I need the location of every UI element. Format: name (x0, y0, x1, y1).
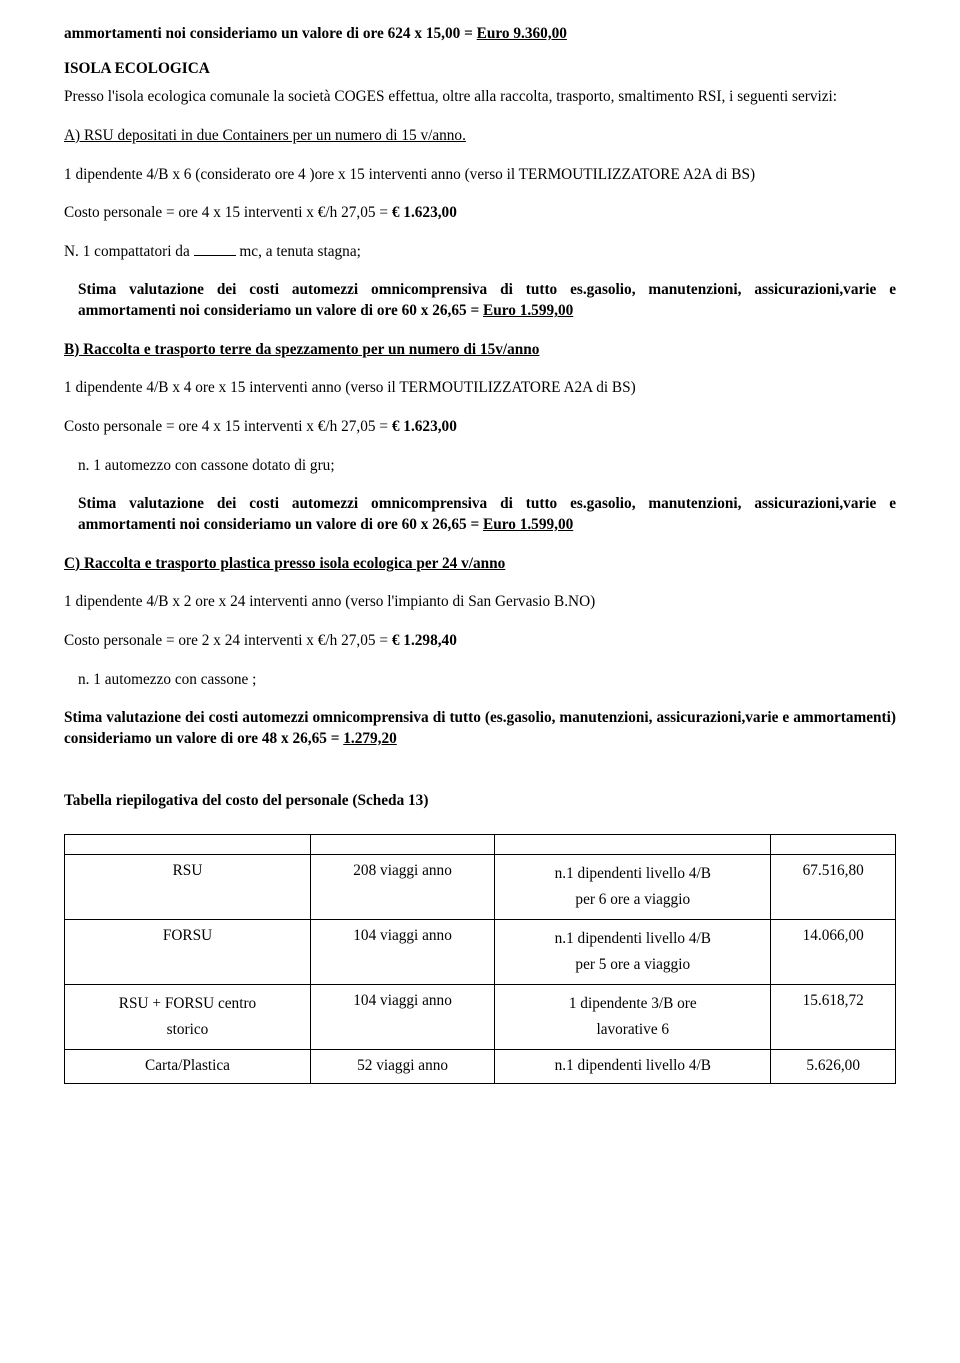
cell-r2-c1: n.1 dipendenti livello 4/B (555, 930, 711, 947)
cell-r1-b: 208 viaggi anno (311, 855, 495, 920)
blank-field (194, 242, 236, 256)
cell-r4-a: Carta/Plastica (65, 1050, 311, 1084)
table-row: FORSU 104 viaggi anno n.1 dipendenti liv… (65, 920, 896, 985)
b-cost-val: € 1.623,00 (392, 418, 457, 435)
a-comp-pre: N. 1 compattatori da (64, 243, 194, 260)
cell-r3-a1: RSU + FORSU centro (119, 995, 256, 1012)
stima1-amt: Euro 1.599,00 (483, 302, 573, 319)
c-cost-pre: Costo personale = ore 2 x 24 interventi … (64, 632, 392, 649)
table-title: Tabella riepilogativa del costo del pers… (64, 791, 896, 812)
cell-r3-b: 104 viaggi anno (311, 985, 495, 1050)
c-cost: Costo personale = ore 2 x 24 interventi … (64, 631, 896, 652)
a-compattatori: N. 1 compattatori da mc, a tenuta stagna… (64, 242, 896, 263)
cell-r1-a: RSU (65, 855, 311, 920)
cell-r4-b: 52 viaggi anno (311, 1050, 495, 1084)
a-cost: Costo personale = ore 4 x 15 interventi … (64, 203, 896, 224)
intro-isola: Presso l'isola ecologica comunale la soc… (64, 87, 896, 108)
c-cost-val: € 1.298,40 (392, 632, 457, 649)
stima-1: Stima valutazione dei costi automezzi om… (64, 280, 896, 321)
cell-r1-c: n.1 dipendenti livello 4/B per 6 ore a v… (495, 855, 771, 920)
stima-2: Stima valutazione dei costi automezzi om… (64, 494, 896, 535)
c-line1: 1 dipendente 4/B x 2 ore x 24 interventi… (64, 592, 896, 613)
heading-isola: ISOLA ECOLOGICA (64, 59, 896, 80)
section-b-title: B) Raccolta e trasporto terre da spezzam… (64, 340, 896, 361)
stima2-amt: Euro 1.599,00 (483, 516, 573, 533)
b-automezzo: n. 1 automezzo con cassone dotato di gru… (64, 456, 896, 477)
cell-r2-b: 104 viaggi anno (311, 920, 495, 985)
cell-r3-a: RSU + FORSU centro storico (65, 985, 311, 1050)
b-line1: 1 dipendente 4/B x 4 ore x 15 interventi… (64, 378, 896, 399)
b-cost-pre: Costo personale = ore 4 x 15 interventi … (64, 418, 392, 435)
cell-r3-a2: storico (167, 1021, 209, 1038)
a-line1: 1 dipendente 4/B x 6 (considerato ore 4 … (64, 165, 896, 186)
cell-r4-d: 5.626,00 (771, 1050, 896, 1084)
cell-r3-c2: lavorative 6 (596, 1021, 669, 1038)
cell-r1-c1: n.1 dipendenti livello 4/B (555, 865, 711, 882)
c-automezzo: n. 1 automezzo con cassone ; (64, 670, 896, 691)
table-header-row (65, 835, 896, 855)
stima-3: Stima valutazione dei costi automezzi om… (64, 708, 896, 749)
th-empty-4 (771, 835, 896, 855)
a-cost-val: € 1.623,00 (392, 204, 457, 221)
stima3-amt: 1.279,20 (343, 730, 397, 747)
stima3-pre: Stima valutazione dei costi automezzi om… (64, 709, 896, 747)
th-empty-1 (65, 835, 311, 855)
cell-r3-c1: 1 dipendente 3/B ore (569, 995, 697, 1012)
summary-table: RSU 208 viaggi anno n.1 dipendenti livel… (64, 834, 896, 1084)
b-cost: Costo personale = ore 4 x 15 interventi … (64, 417, 896, 438)
a-comp-post: mc, a tenuta stagna; (236, 243, 361, 260)
a-cost-pre: Costo personale = ore 4 x 15 interventi … (64, 204, 392, 221)
section-a-title: A) RSU depositati in due Containers per … (64, 126, 896, 147)
cell-r2-a: FORSU (65, 920, 311, 985)
cell-r1-d: 67.516,80 (771, 855, 896, 920)
intro-amount: Euro 9.360,00 (477, 25, 567, 42)
cell-r3-d: 15.618,72 (771, 985, 896, 1050)
th-empty-3 (495, 835, 771, 855)
table-row: RSU 208 viaggi anno n.1 dipendenti livel… (65, 855, 896, 920)
table-row: RSU + FORSU centro storico 104 viaggi an… (65, 985, 896, 1050)
table-row: Carta/Plastica 52 viaggi anno n.1 dipend… (65, 1050, 896, 1084)
cell-r2-d: 14.066,00 (771, 920, 896, 985)
cell-r3-c: 1 dipendente 3/B ore lavorative 6 (495, 985, 771, 1050)
cell-r2-c: n.1 dipendenti livello 4/B per 5 ore a v… (495, 920, 771, 985)
th-empty-2 (311, 835, 495, 855)
cell-r4-c: n.1 dipendenti livello 4/B (495, 1050, 771, 1084)
section-c-title: C) Raccolta e trasporto plastica presso … (64, 554, 896, 575)
intro-line: ammortamenti noi consideriamo un valore … (64, 24, 896, 45)
intro-pre: ammortamenti noi consideriamo un valore … (64, 25, 477, 42)
cell-r1-c2: per 6 ore a viaggio (575, 891, 690, 908)
cell-r2-c2: per 5 ore a viaggio (575, 956, 690, 973)
